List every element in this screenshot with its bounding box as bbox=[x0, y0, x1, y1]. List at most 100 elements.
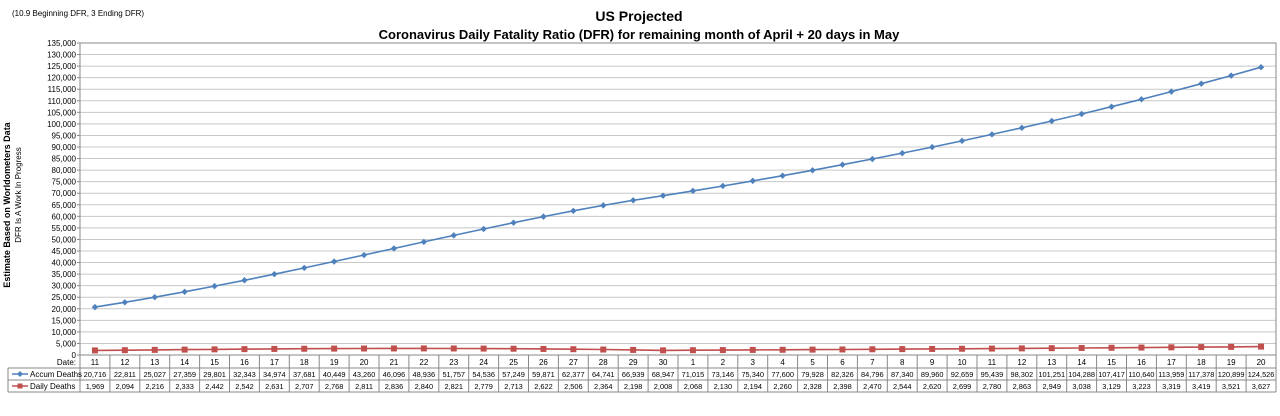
y-tick-label: 95,000 bbox=[52, 131, 77, 140]
x-category-label: 30 bbox=[659, 358, 668, 367]
x-category-label: 22 bbox=[419, 358, 428, 367]
x-category-label: 11 bbox=[91, 358, 100, 367]
y-tick-label: 85,000 bbox=[52, 155, 77, 164]
x-category-label: 11 bbox=[988, 358, 997, 367]
data-point-daily-deaths bbox=[510, 345, 517, 352]
data-point-accum-deaths bbox=[659, 192, 667, 199]
x-category-label: 25 bbox=[509, 358, 518, 367]
x-category-label: 12 bbox=[120, 358, 129, 367]
data-point-daily-deaths bbox=[271, 345, 278, 352]
data-point-daily-deaths bbox=[1018, 345, 1025, 352]
table-cell-value: 98,302 bbox=[1011, 370, 1034, 379]
x-category-label: 19 bbox=[330, 358, 339, 367]
data-point-accum-deaths bbox=[869, 155, 876, 163]
table-cell-value: 2,707 bbox=[295, 382, 314, 391]
table-cell-value: 2,863 bbox=[1013, 382, 1032, 391]
data-point-accum-deaths bbox=[390, 245, 398, 252]
table-cell-value: 3,223 bbox=[1132, 382, 1151, 391]
table-cell-value: 2,364 bbox=[594, 382, 613, 391]
legend-marker-diamond bbox=[17, 371, 23, 377]
x-category-label: 18 bbox=[1197, 358, 1206, 367]
x-category-label: 15 bbox=[1107, 358, 1116, 367]
data-point-daily-deaths bbox=[1168, 344, 1175, 351]
data-point-accum-deaths bbox=[450, 232, 457, 239]
table-cell-value: 62,377 bbox=[562, 370, 585, 379]
table-cell-value: 51,757 bbox=[442, 370, 465, 379]
table-cell-value: 2,333 bbox=[175, 382, 194, 391]
y-tick-label: 15,000 bbox=[52, 316, 77, 325]
y-tick-label: 0 bbox=[72, 351, 77, 360]
x-category-label: 8 bbox=[900, 358, 905, 367]
data-point-daily-deaths bbox=[779, 346, 786, 353]
table-cell-value: 2,836 bbox=[385, 382, 404, 391]
y-axis-ticks: 0 5,000 10,000 15,000 20,000 25,000 30,000 35,0… bbox=[47, 39, 80, 360]
table-cell-value: 48,936 bbox=[413, 370, 436, 379]
x-category-label: 28 bbox=[599, 358, 608, 367]
table-cell-value: 84,796 bbox=[861, 370, 884, 379]
legend-label: Accum Deaths bbox=[30, 370, 82, 379]
y-tick-label: 70,000 bbox=[52, 189, 77, 198]
table-cell-value: 2,779 bbox=[474, 382, 493, 391]
x-category-label: 23 bbox=[449, 358, 458, 367]
x-category-label: 13 bbox=[1047, 358, 1056, 367]
data-point-daily-deaths bbox=[929, 345, 936, 352]
data-point-accum-deaths bbox=[151, 293, 158, 301]
table-cell-value: 22,811 bbox=[114, 370, 136, 379]
data-point-daily-deaths bbox=[540, 345, 547, 352]
x-category-label: 14 bbox=[1077, 358, 1086, 367]
y-tick-label: 45,000 bbox=[52, 247, 77, 256]
data-point-daily-deaths bbox=[241, 346, 248, 353]
data-point-accum-deaths bbox=[779, 172, 786, 179]
table-cell-value: 71,015 bbox=[682, 370, 705, 379]
x-category-label: 3 bbox=[751, 358, 756, 367]
data-point-accum-deaths bbox=[629, 197, 637, 204]
table-cell-value: 95,439 bbox=[981, 370, 1004, 379]
table-cell-value: 34,974 bbox=[263, 370, 286, 379]
legend-label: Daily Deaths bbox=[30, 382, 75, 391]
table-cell-value: 40,449 bbox=[323, 370, 346, 379]
table-cell-value: 2,328 bbox=[803, 382, 822, 391]
x-category-label: 20 bbox=[1257, 358, 1266, 367]
data-point-accum-deaths bbox=[91, 303, 99, 311]
data-point-daily-deaths bbox=[719, 347, 726, 354]
data-point-accum-deaths bbox=[330, 258, 338, 265]
table-cell-value: 2,068 bbox=[684, 382, 703, 391]
data-point-accum-deaths bbox=[809, 167, 816, 174]
table-cell-value: 64,741 bbox=[592, 370, 615, 379]
data-point-accum-deaths bbox=[988, 131, 996, 138]
data-point-daily-deaths bbox=[91, 347, 98, 354]
x-category-label: 16 bbox=[240, 358, 249, 367]
data-point-accum-deaths bbox=[420, 238, 428, 246]
x-category-label: 19 bbox=[1227, 358, 1236, 367]
table-cell-value: 2,622 bbox=[534, 382, 553, 391]
table-cell-value: 2,506 bbox=[564, 382, 583, 391]
y-tick-label: 90,000 bbox=[52, 143, 77, 152]
legend-marker-square bbox=[17, 383, 23, 389]
data-point-daily-deaths bbox=[869, 346, 876, 353]
table-cell-value: 82,326 bbox=[831, 370, 854, 379]
data-point-accum-deaths bbox=[271, 270, 278, 278]
x-category-label: 12 bbox=[1017, 358, 1026, 367]
data-point-accum-deaths bbox=[928, 143, 936, 151]
data-point-daily-deaths bbox=[630, 346, 637, 353]
series-line-0 bbox=[94, 66, 1262, 308]
table-cell-value: 2,094 bbox=[116, 382, 135, 391]
y-tick-label: 30,000 bbox=[52, 282, 77, 291]
y-tick-label: 130,000 bbox=[47, 51, 76, 60]
table-cell-value: 117,378 bbox=[1188, 370, 1214, 379]
table-cell-value: 1,969 bbox=[86, 382, 105, 391]
data-point-accum-deaths bbox=[689, 187, 697, 195]
table-cell-value: 101,251 bbox=[1038, 370, 1065, 379]
table-cell-value: 46,096 bbox=[383, 370, 406, 379]
table-cell-value: 2,442 bbox=[205, 382, 224, 391]
y-tick-label: 120,000 bbox=[47, 74, 76, 83]
table-cell-value: 2,198 bbox=[624, 382, 643, 391]
table-cell-value: 124,526 bbox=[1248, 370, 1275, 379]
data-point-daily-deaths bbox=[600, 346, 607, 353]
table-cell-value: 2,544 bbox=[893, 382, 912, 391]
data-point-daily-deaths bbox=[809, 346, 816, 353]
data-point-accum-deaths bbox=[121, 299, 129, 306]
data-point-daily-deaths bbox=[361, 345, 368, 352]
data-point-daily-deaths bbox=[689, 347, 696, 354]
